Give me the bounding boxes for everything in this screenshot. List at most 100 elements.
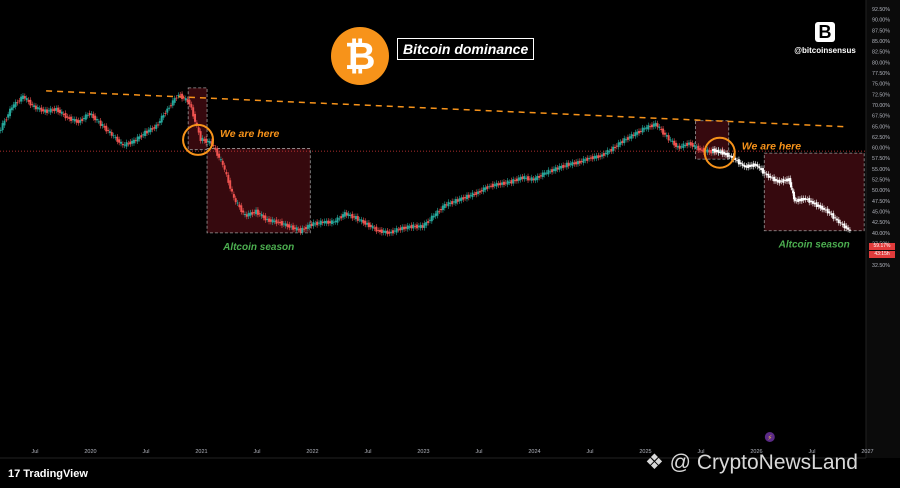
price-candle (697, 145, 700, 151)
price-candle (443, 204, 446, 209)
price-candle (105, 125, 108, 132)
projection-candle (773, 176, 776, 182)
price-candle (299, 228, 302, 233)
price-candle (386, 230, 389, 235)
price-candle (157, 124, 160, 126)
price-candle (395, 228, 398, 233)
price-candle (249, 212, 252, 216)
price-candle (286, 223, 289, 228)
price-candle (687, 142, 690, 145)
price-candle (42, 109, 45, 112)
price-candle (656, 123, 659, 128)
price-candle (199, 131, 202, 141)
y-tick-label: 65.00% (872, 124, 890, 130)
price-candle (484, 187, 487, 190)
brand-logo-icon: B (815, 22, 835, 42)
price-candle (366, 222, 369, 225)
price-candle (118, 139, 121, 143)
price-candle (190, 104, 193, 108)
price-candle (308, 224, 311, 228)
price-candle (295, 227, 298, 231)
price-candle (10, 107, 13, 111)
price-candle (613, 146, 616, 149)
price-candle (214, 147, 217, 150)
price-candle (502, 181, 505, 185)
price-candle (475, 191, 478, 195)
tradingview-logo-label: TradingView (23, 468, 88, 480)
price-candle (364, 220, 367, 225)
projection-candle (715, 149, 718, 152)
price-candle (467, 194, 470, 198)
price-candle (221, 160, 224, 165)
projection-candle (786, 178, 789, 182)
projection-candle (741, 163, 744, 166)
price-candle (663, 132, 666, 135)
price-candle (256, 209, 259, 215)
price-candle (630, 134, 633, 139)
we-are-here-circle (182, 123, 215, 156)
x-tick-label: 2021 (195, 449, 207, 455)
projection-candle (837, 219, 840, 224)
price-candle (414, 226, 417, 228)
price-candle (21, 95, 24, 100)
price-candle (138, 136, 141, 139)
projection-candle (721, 150, 724, 155)
price-candle (186, 99, 189, 103)
price-candle (510, 180, 513, 184)
tradingview-logo[interactable]: 17 TradingView (8, 468, 88, 480)
price-candle (181, 93, 184, 100)
price-candle (519, 176, 522, 181)
price-candle (0, 129, 2, 131)
price-candle (497, 183, 500, 186)
x-tick-label: Jul (142, 449, 149, 455)
price-candle (273, 220, 276, 222)
price-candle (597, 155, 600, 158)
price-candle (264, 215, 267, 221)
price-candle (231, 188, 234, 192)
price-candle (243, 214, 246, 216)
price-candle (40, 107, 43, 112)
price-candle (379, 229, 382, 232)
price-candle (562, 164, 565, 168)
projection-candle (712, 149, 715, 151)
price-candle (290, 226, 293, 228)
price-candle (593, 156, 596, 159)
price-candle (391, 230, 394, 234)
price-candle (155, 124, 158, 129)
price-candle (671, 140, 674, 142)
price-candle (456, 199, 459, 202)
price-candle (586, 157, 589, 161)
projection-candle (823, 207, 826, 210)
price-candle (225, 171, 228, 175)
price-candle (136, 136, 139, 142)
price-candle (140, 135, 143, 138)
price-candle (691, 143, 694, 147)
price-candle (38, 108, 41, 110)
price-candle (432, 215, 435, 218)
price-candle (84, 114, 87, 120)
price-candle (367, 222, 370, 228)
price-candle (676, 145, 679, 148)
price-candle (634, 132, 637, 137)
price-candle (327, 220, 330, 224)
projection-candle (760, 168, 763, 171)
projection-candle (815, 202, 818, 207)
price-candle (18, 100, 21, 102)
price-candle (210, 141, 213, 145)
price-candle (92, 114, 95, 119)
price-candle (693, 144, 696, 147)
price-candle (356, 216, 359, 221)
price-candle (434, 213, 437, 217)
x-tick-label: Jul (586, 449, 593, 455)
price-candle (253, 212, 256, 214)
price-candle (36, 107, 39, 110)
projection-candle (806, 199, 809, 201)
price-candle (573, 162, 576, 165)
projection-candle (813, 202, 816, 205)
projection-candle (736, 160, 739, 162)
price-candle (464, 197, 467, 199)
price-candle (317, 222, 320, 224)
price-candle (90, 113, 93, 116)
price-candle (116, 136, 119, 142)
price-candle (188, 99, 191, 105)
